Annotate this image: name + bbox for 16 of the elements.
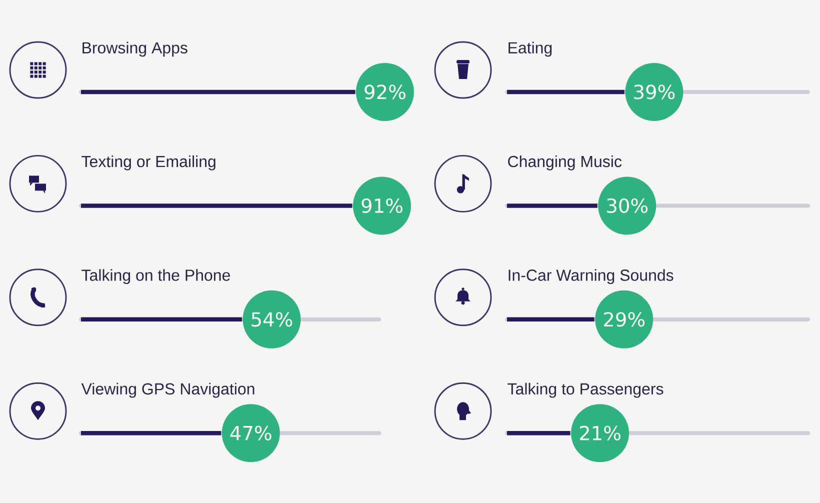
y-tick-label: Viewing GPS Navigation	[81, 382, 254, 398]
y-tick-label: In-Car Warning Sounds	[508, 269, 674, 284]
y-tick-label: Talking to Passengers	[508, 382, 664, 398]
y-tick-label: Eating	[508, 42, 552, 57]
y-tick-label: Browsing Apps	[82, 42, 188, 57]
data-label: 54%	[252, 312, 292, 327]
y-tick-label: Texting or Emailing	[82, 155, 216, 170]
data-label: 92%	[364, 84, 406, 100]
data-label: 30%	[607, 198, 648, 214]
y-tick-label: Talking on the Phone	[82, 269, 230, 284]
y-tick-label: Changing Music	[508, 155, 622, 170]
data-label: 39%	[634, 84, 675, 100]
data-label: 47%	[230, 426, 272, 440]
data-label: 21%	[580, 426, 620, 440]
data-label: 91%	[362, 198, 402, 214]
data-label: 29%	[604, 312, 645, 327]
